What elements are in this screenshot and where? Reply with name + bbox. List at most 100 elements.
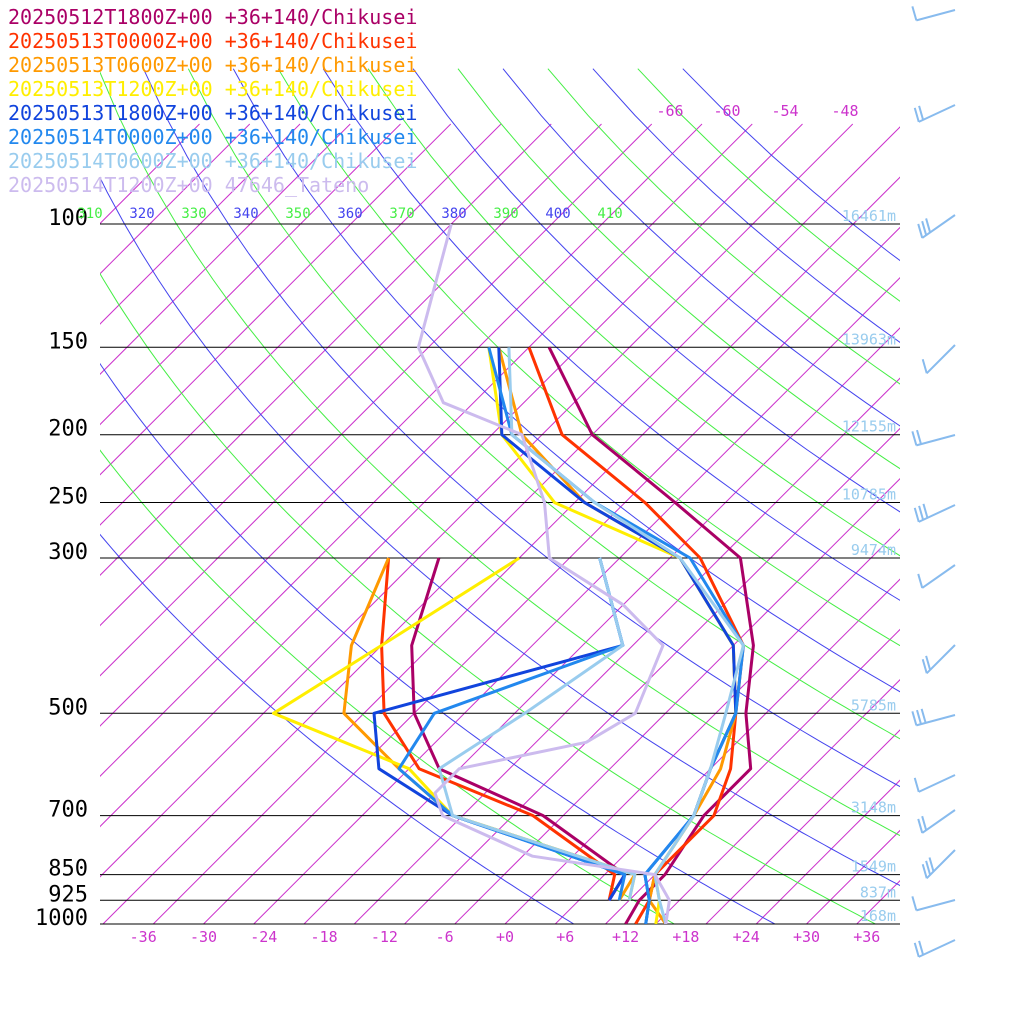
wind-barb-shaft <box>918 774 956 793</box>
isotherm-line <box>100 123 552 576</box>
height-label: 13963m <box>842 330 896 348</box>
temp-tick-label: +30 <box>793 928 820 946</box>
dry-adiabat-line <box>457 68 900 470</box>
isotherm-line <box>100 123 854 878</box>
isotherm-line <box>100 123 703 727</box>
temperature-line <box>487 346 745 924</box>
isotherm-line <box>253 277 900 924</box>
temperature-line <box>487 347 738 924</box>
pressure-label: 150 <box>48 329 88 354</box>
isotherm-line <box>554 578 900 924</box>
pressure-label: 500 <box>48 695 88 720</box>
isotherm-line <box>100 123 753 777</box>
isotherm-line <box>605 628 900 924</box>
temperature-line <box>416 223 671 924</box>
theta-label: 340 <box>233 206 258 222</box>
theta-label: 410 <box>597 206 622 222</box>
wind-barb-shaft <box>916 9 956 22</box>
temp-tick-label: -24 <box>250 928 277 946</box>
legend-entry: 20250512T1800Z+00 +36+140/Chikusei <box>8 5 417 29</box>
wind-barb <box>911 429 956 447</box>
pressure-label: 850 <box>48 857 88 882</box>
wind-barb-shaft <box>916 899 956 912</box>
isotherm-line <box>755 779 900 924</box>
dry-adiabat-line <box>100 176 900 887</box>
wind-barb-flag <box>911 896 918 911</box>
wind-barb <box>913 104 956 123</box>
pressure-label: 925 <box>48 882 88 907</box>
wind-barb-flag <box>921 220 928 236</box>
dry-adiabat-line <box>592 68 900 343</box>
legend-entry: 20250514T0600Z+00 +36+140/Chikusei <box>8 149 417 173</box>
height-label: 168m <box>860 907 896 925</box>
theta-label: 390 <box>493 206 518 222</box>
wind-barb-flag <box>917 223 924 239</box>
wind-barb-shaft <box>926 644 956 674</box>
legend-entry: 20250513T0000Z+00 +36+140/Chikusei <box>8 29 417 53</box>
isotherm-line <box>102 126 900 924</box>
temperature-line <box>547 346 755 924</box>
chart-axes: 100 16461m 150 13963m 200 12155m 250 10785m 300 9… <box>35 102 900 946</box>
temp-tick-label: -6 <box>436 928 454 946</box>
wind-barb <box>921 344 956 374</box>
chart-legend: 20250512T1800Z+00 +36+140/Chikusei202505… <box>8 5 417 197</box>
isotherm-line <box>100 123 401 426</box>
wind-barb-flag <box>917 573 924 589</box>
wind-barb <box>917 214 956 239</box>
pressure-label: 300 <box>48 540 88 565</box>
wind-barb-flag <box>913 507 920 523</box>
temp-tick-label: -18 <box>311 928 338 946</box>
theta-label: 360 <box>337 206 362 222</box>
temp-tick-label: -36 <box>130 928 157 946</box>
isotherm-line <box>152 176 900 924</box>
temp-tick-label: +18 <box>672 928 699 946</box>
temp-top-label: -66 <box>656 102 683 120</box>
wind-barb-flag <box>916 709 922 725</box>
legend-entry: 20250514T0000Z+00 +36+140/Chikusei <box>8 125 417 149</box>
temperature-line <box>507 347 745 924</box>
height-label: 837m <box>860 883 896 901</box>
wind-barb-flag <box>925 655 932 671</box>
wind-barb <box>921 849 956 879</box>
isotherm-line <box>907 124 1024 924</box>
wind-barb-shaft <box>926 344 956 374</box>
dry-adiabat-line <box>277 68 900 647</box>
height-label: 10785m <box>842 486 896 504</box>
isotherm-line <box>100 123 301 325</box>
isotherm-line <box>705 729 900 924</box>
pressure-label: 200 <box>48 417 88 442</box>
temperature-line <box>497 346 738 924</box>
wind-barb-flag <box>921 864 928 879</box>
temperature-line <box>497 347 738 924</box>
wind-barb-shaft <box>921 214 956 239</box>
wind-barb-shaft <box>918 939 956 958</box>
wind-barb-flag <box>918 940 925 956</box>
legend-entry: 20250514T1200Z+00 47646_Tateno <box>8 173 369 197</box>
temp-tick-label: -30 <box>190 928 217 946</box>
wind-barb <box>913 774 956 793</box>
temp-tick-label: -12 <box>371 928 398 946</box>
isotherm-line <box>100 123 602 627</box>
isotherm-line <box>454 478 900 924</box>
wind-barb <box>917 809 956 834</box>
theta-label: 400 <box>545 206 570 222</box>
theta-label: 370 <box>389 206 414 222</box>
isotherm-line <box>806 829 900 924</box>
dry-adiabat-line <box>100 362 776 924</box>
temp-tick-label: +0 <box>496 928 514 946</box>
isotherm-line <box>504 528 900 924</box>
temp-top-label: -48 <box>831 102 858 120</box>
legend-entry: 20250513T1800Z+00 +36+140/Chikusei <box>8 101 417 125</box>
temp-tick-label: +36 <box>853 928 880 946</box>
height-label: 5785m <box>851 696 896 714</box>
height-label: 1549m <box>851 858 896 876</box>
wind-barb-flag <box>921 359 928 374</box>
wind-barb <box>911 708 956 727</box>
wind-barb-shaft <box>916 434 956 447</box>
wind-barb-flag <box>913 777 920 793</box>
wind-barb-flag <box>918 505 925 521</box>
wind-barb-flag <box>925 218 932 233</box>
pressure-label: 700 <box>48 798 88 823</box>
isotherm-line <box>100 123 200 225</box>
theta-label: 380 <box>441 206 466 222</box>
